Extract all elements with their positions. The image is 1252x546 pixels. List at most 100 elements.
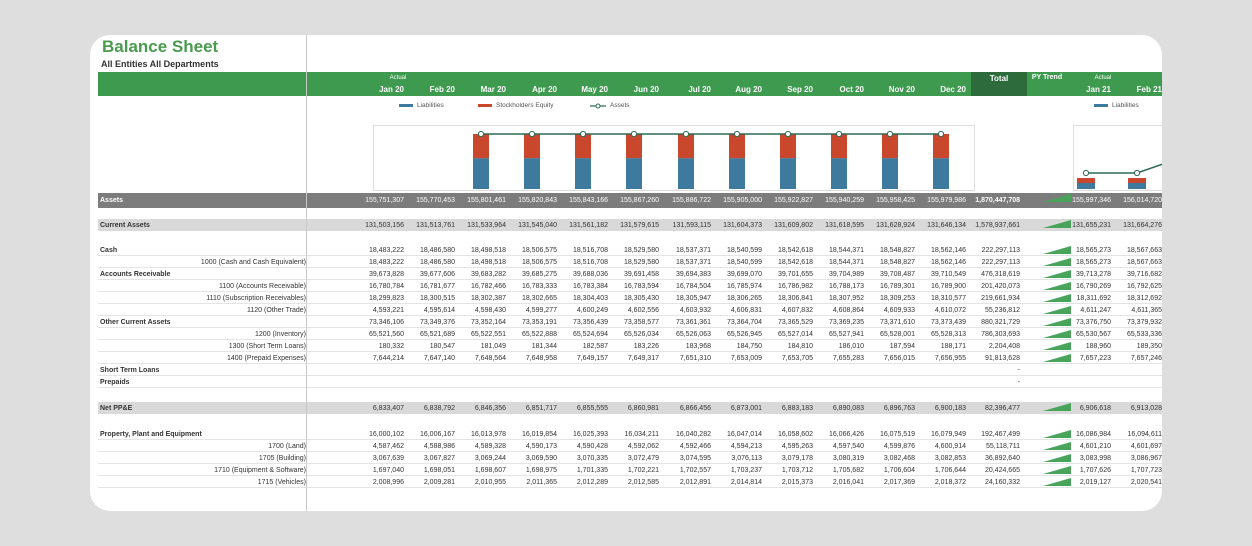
cell-value[interactable]: 18,506,575 [521, 247, 557, 254]
cell-value[interactable]: 18,300,515 [419, 295, 455, 302]
liabilities-bar[interactable] [524, 158, 540, 189]
cell-value[interactable]: 131,561,182 [569, 222, 608, 229]
cell-value[interactable]: 73,353,191 [521, 319, 557, 326]
table-row[interactable]: Prepaids - [98, 377, 1162, 388]
cell-value[interactable]: 155,905,000 [723, 197, 762, 204]
cell-value[interactable]: 6,860,981 [627, 405, 659, 412]
cell-total[interactable]: 219,661,934 [981, 295, 1020, 302]
cell-value[interactable]: 16,789,900 [930, 283, 966, 290]
cell-value[interactable]: 18,311,692 [1076, 295, 1111, 302]
cell-value[interactable]: 18,565,273 [1075, 247, 1111, 254]
assets-point[interactable] [886, 130, 894, 138]
cell-value[interactable]: 4,588,986 [423, 443, 455, 450]
equity-bar[interactable] [780, 134, 796, 159]
table-row[interactable]: Other Current Assets 73,346,106 73,349,376… [98, 317, 1162, 328]
cell-value[interactable]: 4,606,831 [730, 307, 762, 314]
cell-value[interactable]: 18,537,371 [675, 259, 711, 266]
table-row[interactable]: Current Assets 131,503,156 131,513,761 131,… [98, 219, 1162, 231]
cell-value[interactable]: 18,529,580 [623, 259, 659, 266]
equity-bar[interactable] [524, 134, 540, 159]
cell-value[interactable]: 189,350 [1136, 343, 1162, 350]
cell-value[interactable]: 39,685,275 [521, 271, 557, 278]
assets-point[interactable] [835, 130, 843, 138]
cell-value[interactable]: 4,598,430 [474, 307, 506, 314]
cell-value[interactable]: 186,010 [838, 343, 864, 350]
cell-value[interactable]: 7,653,705 [781, 355, 813, 362]
cell-value[interactable]: 2,011,365 [526, 479, 557, 486]
cell-value[interactable]: 3,080,319 [832, 455, 864, 462]
month-header[interactable]: Feb 20 [429, 85, 455, 94]
cell-value[interactable]: 1,703,712 [781, 467, 813, 474]
cell-value[interactable]: 183,226 [633, 343, 659, 350]
cell-total[interactable]: 55,236,812 [984, 307, 1020, 314]
cell-total[interactable]: - [1017, 379, 1020, 386]
cell-value[interactable]: 16,034,211 [624, 431, 659, 438]
cell-value[interactable]: 65,528,313 [930, 331, 966, 338]
month-header[interactable]: Jul 20 [688, 85, 711, 94]
cell-value[interactable]: 16,786,982 [777, 283, 813, 290]
cell-value[interactable]: 180,332 [378, 343, 404, 350]
cell-value[interactable]: 3,082,853 [934, 455, 966, 462]
cell-value[interactable]: 7,657,246 [1130, 355, 1162, 362]
cell-value[interactable]: 39,688,036 [572, 271, 608, 278]
assets-point[interactable] [477, 130, 485, 138]
cell-value[interactable]: 16,025,393 [572, 431, 608, 438]
cell-value[interactable]: 73,352,164 [470, 319, 506, 326]
cell-value[interactable]: 18,304,403 [572, 295, 608, 302]
month-header[interactable]: Nov 20 [888, 85, 915, 94]
cell-value[interactable]: 18,516,708 [572, 259, 608, 266]
assets-point[interactable] [528, 130, 536, 138]
cell-value[interactable]: 18,506,575 [521, 259, 557, 266]
cell-value[interactable]: 4,590,428 [576, 443, 608, 450]
cell-value[interactable]: 1,697,040 [372, 467, 404, 474]
cell-value[interactable]: 39,710,549 [930, 271, 966, 278]
cell-value[interactable]: 73,349,376 [419, 319, 455, 326]
cell-value[interactable]: 18,565,273 [1075, 259, 1111, 266]
cell-value[interactable]: 131,655,231 [1072, 222, 1111, 229]
cell-value[interactable]: 7,655,283 [832, 355, 864, 362]
month-header[interactable]: Mar 20 [480, 85, 506, 94]
cell-value[interactable]: 39,704,989 [828, 271, 864, 278]
cell-value[interactable]: 4,607,832 [781, 307, 813, 314]
cell-value[interactable]: 65,527,941 [828, 331, 864, 338]
cell-value[interactable]: 73,371,610 [879, 319, 915, 326]
cell-value[interactable]: 1,705,682 [832, 467, 864, 474]
cell-value[interactable]: 4,592,062 [627, 443, 659, 450]
cell-value[interactable]: 188,171 [940, 343, 966, 350]
equity-bar[interactable] [882, 134, 898, 159]
cell-value[interactable]: 4,601,697 [1130, 443, 1162, 450]
cell-value[interactable]: 65,533,336 [1126, 331, 1162, 338]
cell-value[interactable]: 131,664,276 [1123, 222, 1162, 229]
cell-value[interactable]: 1,706,604 [883, 467, 915, 474]
cell-value[interactable]: 6,906,618 [1079, 405, 1111, 412]
cell-value[interactable]: 155,997,346 [1072, 197, 1111, 204]
cell-value[interactable]: 18,306,265 [726, 295, 762, 302]
cell-value[interactable]: 188,960 [1085, 343, 1111, 350]
cell-value[interactable]: 6,855,555 [576, 405, 608, 412]
cell-value[interactable]: 6,883,183 [781, 405, 813, 412]
cell-value[interactable]: 16,066,426 [828, 431, 864, 438]
cell-value[interactable]: 39,713,278 [1075, 271, 1111, 278]
cell-value[interactable]: 1,707,626 [1079, 467, 1111, 474]
table-row[interactable]: Assets 155,751,307 155,770,453 155,801,461 1… [98, 193, 1162, 208]
cell-value[interactable]: 155,770,453 [416, 197, 455, 204]
cell-value[interactable]: 18,567,663 [1126, 259, 1162, 266]
cell-value[interactable]: 4,609,933 [883, 307, 915, 314]
cell-value[interactable]: 16,019,854 [521, 431, 557, 438]
cell-value[interactable]: 3,070,335 [576, 455, 608, 462]
cell-value[interactable]: 18,562,146 [930, 247, 966, 254]
cell-value[interactable]: 3,072,479 [627, 455, 659, 462]
cell-value[interactable]: 6,896,763 [883, 405, 915, 412]
freeze-pane-divider[interactable] [306, 35, 307, 511]
cell-value[interactable]: 181,344 [531, 343, 557, 350]
cell-value[interactable]: 16,079,949 [930, 431, 966, 438]
cell-value[interactable]: 131,593,115 [672, 222, 711, 229]
cell-value[interactable]: 182,587 [582, 343, 608, 350]
cell-value[interactable]: 3,079,178 [781, 455, 813, 462]
cell-value[interactable]: 73,379,932 [1126, 319, 1162, 326]
assets-point[interactable] [733, 130, 741, 138]
assets-point[interactable] [784, 130, 792, 138]
cell-total[interactable]: 20,424,665 [984, 467, 1020, 474]
cell-value[interactable]: 16,783,594 [623, 283, 659, 290]
cell-value[interactable]: 18,302,387 [470, 295, 506, 302]
